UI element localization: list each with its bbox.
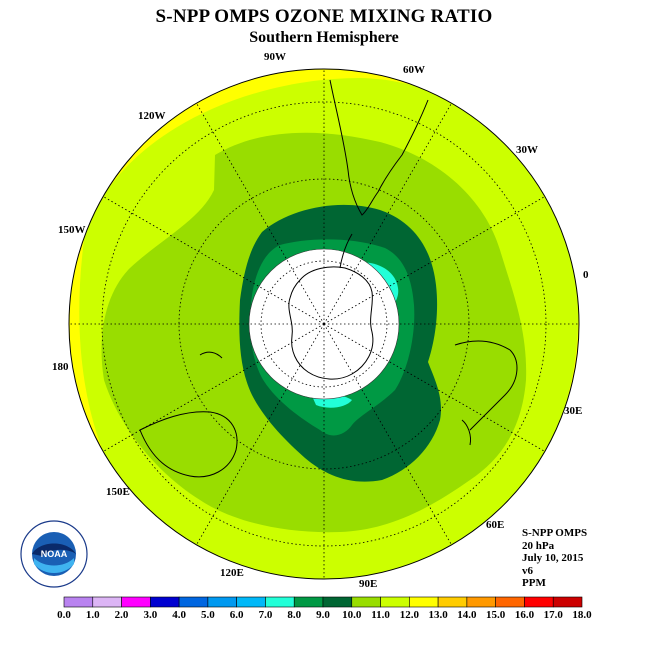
antarctica-coast bbox=[288, 266, 374, 380]
colorbar-tick-label: 0.0 bbox=[57, 609, 71, 621]
colorbar-tick-label: 10.0 bbox=[342, 609, 362, 621]
info-line-pressure: 20 hPa bbox=[522, 539, 555, 552]
colorbar-tick-label: 8.0 bbox=[287, 609, 301, 621]
colorbar-swatch bbox=[293, 596, 324, 608]
colorbar-tick-label: 14.0 bbox=[457, 609, 477, 621]
colorbar-swatch bbox=[150, 596, 180, 608]
colorbar-swatch bbox=[466, 596, 496, 608]
colorbar-swatch bbox=[92, 596, 122, 608]
info-line-instrument: S-NPP OMPS bbox=[522, 527, 588, 539]
colorbar-swatch bbox=[552, 596, 583, 608]
map-boundary bbox=[68, 68, 580, 580]
lon-label-60e: 60E bbox=[486, 519, 504, 531]
lon-label-90w: 90W bbox=[264, 51, 286, 63]
info-line-version: v6 bbox=[522, 564, 533, 577]
info-line-unit: PPM bbox=[522, 577, 546, 589]
lon-label-0: 0 bbox=[583, 269, 589, 281]
colorbar-tick-label: 7.0 bbox=[259, 609, 273, 621]
lon-label-60w: 60W bbox=[403, 64, 425, 76]
lon-label-180: 180 bbox=[52, 361, 69, 373]
lon-label-90e: 90E bbox=[359, 578, 377, 590]
colorbar-swatch bbox=[351, 596, 381, 608]
africa-coast bbox=[454, 340, 518, 431]
colorbar-swatch bbox=[322, 596, 353, 608]
map-subtitle: Southern Hemisphere bbox=[249, 29, 399, 46]
colorbar-swatch bbox=[380, 596, 410, 608]
colorbar-swatches bbox=[63, 596, 583, 608]
colorbar-swatch bbox=[236, 596, 266, 608]
colorbar-tick-label: 18.0 bbox=[572, 609, 592, 621]
colorbar-swatch bbox=[207, 596, 237, 608]
colorbar-swatch bbox=[409, 596, 439, 608]
colorbar-swatch bbox=[265, 596, 295, 608]
colorbar-swatch bbox=[495, 596, 525, 608]
new-zealand-coast bbox=[199, 351, 223, 359]
info-line-date: July 10, 2015 bbox=[522, 552, 584, 564]
colorbar-swatch bbox=[524, 596, 554, 608]
noaa-logo-text: NOAA bbox=[41, 549, 68, 559]
colorbar-tick-label: 6.0 bbox=[230, 609, 244, 621]
colorbar-tick-label: 17.0 bbox=[544, 609, 564, 621]
lon-label-150w: 150W bbox=[58, 224, 86, 236]
colorbar-tick-label: 11.0 bbox=[371, 609, 390, 621]
noaa-logo: NOAA bbox=[20, 520, 88, 588]
colorbar-tick-label: 4.0 bbox=[172, 609, 186, 621]
colorbar-tick-label: 5.0 bbox=[201, 609, 215, 621]
map-title: S-NPP OMPS OZONE MIXING RATIO bbox=[155, 6, 493, 27]
colorbar-tick-label: 2.0 bbox=[115, 609, 129, 621]
lon-label-150e: 150E bbox=[106, 486, 130, 498]
coastlines bbox=[139, 79, 518, 478]
info-block: S-NPP OMPS 20 hPa July 10, 2015 v6 PPM bbox=[522, 527, 587, 590]
colorbar-swatch bbox=[121, 596, 151, 608]
madagascar-coast bbox=[461, 419, 471, 446]
colorbar-ticks: 0.0 1.0 2.0 3.0 4.0 5.0 6.0 7.0 8.0 9.0 10.0 11.0 12… bbox=[57, 609, 592, 621]
colorbar-tick-label: 1.0 bbox=[86, 609, 100, 621]
antarctic-peninsula bbox=[339, 233, 353, 269]
colorbar-tick-label: 16.0 bbox=[515, 609, 535, 621]
colorbar-tick-label: 9.0 bbox=[316, 609, 330, 621]
graticule bbox=[69, 69, 579, 579]
polar-cap-edge bbox=[248, 248, 400, 400]
colorbar-tick-label: 12.0 bbox=[400, 609, 420, 621]
lon-label-120e: 120E bbox=[220, 567, 244, 579]
colorbar-swatch bbox=[178, 596, 209, 608]
colorbar-swatch bbox=[437, 596, 468, 608]
colorbar-tick-label: 3.0 bbox=[143, 609, 157, 621]
south-america-coast bbox=[329, 79, 429, 216]
lon-label-120w: 120W bbox=[138, 110, 166, 122]
lon-label-30e: 30E bbox=[564, 405, 582, 417]
colorbar-tick-label: 15.0 bbox=[486, 609, 506, 621]
australia-coast bbox=[139, 411, 238, 478]
lon-label-30w: 30W bbox=[516, 144, 538, 156]
colorbar-tick-label: 13.0 bbox=[428, 609, 448, 621]
colorbar-swatch bbox=[63, 596, 94, 608]
